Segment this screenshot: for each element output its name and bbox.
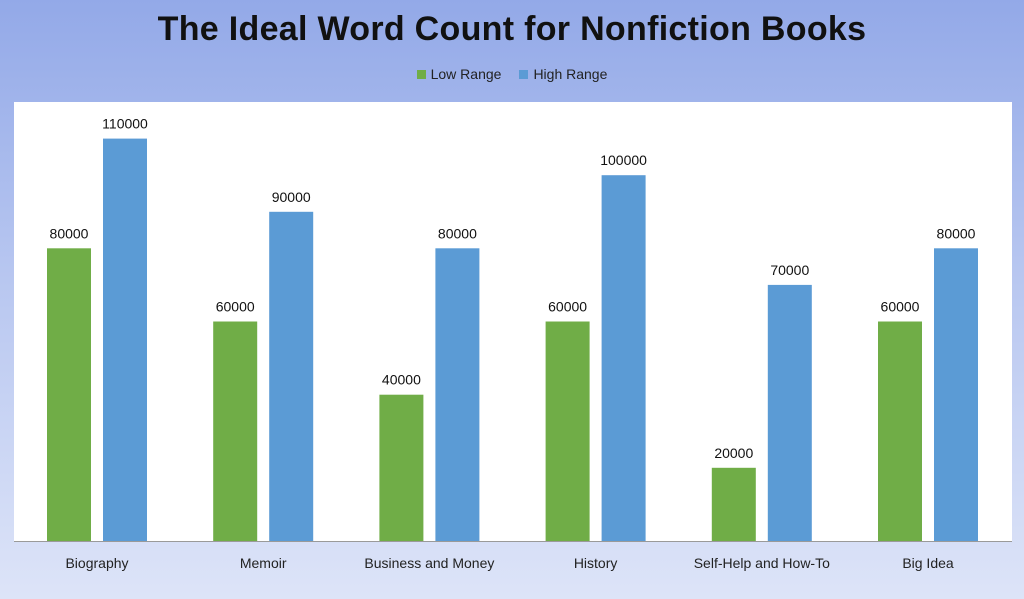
data-label-high-3: 100000 (600, 152, 647, 168)
data-label-high-0: 110000 (102, 116, 148, 132)
data-label-high-1: 90000 (272, 189, 311, 205)
chart-title: The Ideal Word Count for Nonfiction Book… (157, 10, 867, 48)
bar-low-0 (47, 248, 91, 542)
x-tick-label-5: Big Idea (902, 555, 954, 571)
x-tick-label-2: Business and Money (364, 555, 494, 571)
bar-low-3 (545, 321, 590, 541)
data-label-high-5: 80000 (937, 225, 976, 241)
legend-label-high: High Range (533, 66, 608, 82)
x-tick-label-0: Biography (65, 555, 128, 571)
data-label-low-0: 80000 (50, 225, 89, 241)
bar-high-1 (269, 211, 314, 542)
plot-area (14, 102, 1012, 542)
x-tick-label-4: Self-Help and How-To (694, 555, 830, 571)
legend-item-high: High Range (519, 66, 607, 82)
legend-swatch-high (519, 69, 529, 79)
data-label-low-2: 40000 (382, 372, 421, 388)
bar-high-3 (601, 175, 646, 541)
bar-low-2 (379, 394, 424, 541)
data-label-low-5: 60000 (881, 299, 920, 315)
data-label-low-1: 60000 (216, 299, 255, 315)
data-label-high-4: 70000 (770, 262, 809, 278)
data-label-high-2: 80000 (438, 225, 477, 241)
legend-item-low: Low Range (416, 66, 502, 82)
bar-high-0 (103, 138, 147, 541)
x-tick-label-1: Memoir (240, 555, 287, 571)
bar-low-5 (878, 321, 922, 541)
legend: Low Range High Range (0, 66, 1024, 82)
legend-swatch-low (416, 69, 426, 79)
bar-low-4 (711, 467, 756, 541)
bar-high-2 (435, 248, 480, 542)
bar-high-4 (767, 284, 812, 541)
data-label-low-4: 20000 (714, 445, 753, 461)
bar-low-1 (213, 321, 258, 541)
legend-label-low: Low Range (430, 66, 502, 82)
data-label-low-3: 60000 (548, 299, 587, 315)
bar-high-5 (934, 248, 978, 542)
x-tick-label-3: History (574, 555, 618, 571)
